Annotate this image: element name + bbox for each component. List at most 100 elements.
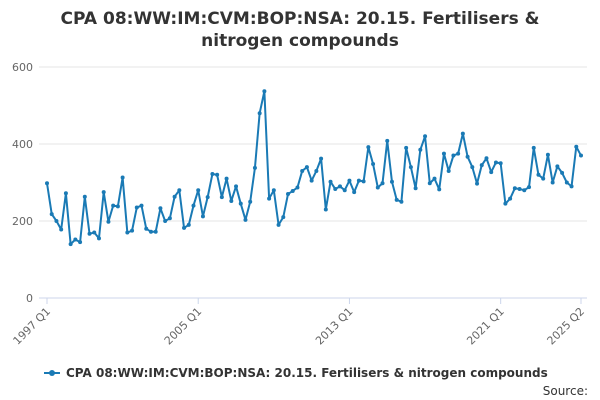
legend-item-label[interactable]: CPA 08:WW:IM:CVM:BOP:NSA: 20.15. Fertili… [66,366,548,380]
data-point[interactable] [423,134,428,139]
data-point[interactable] [153,229,158,234]
data-point[interactable] [224,176,229,181]
data-point[interactable] [167,216,172,221]
data-point[interactable] [541,176,546,181]
data-point[interactable] [385,138,390,143]
data-point[interactable] [59,227,64,232]
data-point[interactable] [309,178,314,183]
data-point[interactable] [281,215,286,220]
data-point[interactable] [125,230,130,235]
data-point[interactable] [82,194,87,199]
data-point[interactable] [215,172,220,177]
data-point[interactable] [531,145,536,150]
data-point[interactable] [569,184,574,189]
data-point[interactable] [527,185,532,190]
data-point[interactable] [248,199,253,204]
data-point[interactable] [210,172,215,177]
data-point[interactable] [163,219,168,223]
data-point[interactable] [328,179,333,184]
data-point[interactable] [290,188,295,193]
data-point[interactable] [493,160,498,165]
data-point[interactable] [517,187,522,192]
data-point[interactable] [182,225,187,230]
data-point[interactable] [106,219,111,224]
data-point[interactable] [200,214,205,219]
data-point[interactable] [148,229,153,234]
data-point[interactable] [394,197,399,202]
data-point[interactable] [262,89,267,94]
data-point[interactable] [498,161,503,166]
data-point[interactable] [418,147,423,152]
data-point[interactable] [120,175,125,180]
data-point[interactable] [115,204,120,209]
data-point[interactable] [356,178,361,183]
data-point[interactable] [361,179,366,184]
data-point[interactable] [276,222,281,227]
data-point[interactable] [347,178,352,183]
data-point[interactable] [63,191,68,196]
data-point[interactable] [366,145,371,150]
data-point[interactable] [380,181,385,186]
data-point[interactable] [408,165,413,170]
data-point[interactable] [484,156,489,161]
data-point[interactable] [319,156,324,161]
data-point[interactable] [54,219,59,223]
data-point[interactable] [238,201,243,206]
data-point[interactable] [470,165,475,170]
data-point[interactable] [304,165,309,170]
data-point[interactable] [134,205,139,210]
data-point[interactable] [267,196,272,201]
data-point[interactable] [73,237,78,242]
data-point[interactable] [460,131,465,136]
data-point[interactable] [87,231,92,236]
data-point[interactable] [186,222,191,227]
data-point[interactable] [333,187,338,192]
data-point[interactable] [404,145,409,150]
legend[interactable]: CPA 08:WW:IM:CVM:BOP:NSA: 20.15. Fertili… [44,366,548,380]
data-point[interactable] [101,190,106,195]
data-point[interactable] [177,188,182,193]
data-point[interactable] [92,230,97,235]
data-point[interactable] [555,164,560,169]
data-point[interactable] [219,195,224,200]
data-point[interactable] [475,181,480,186]
data-point[interactable] [574,144,579,149]
data-point[interactable] [564,180,569,185]
data-point[interactable] [465,154,470,159]
data-point[interactable] [139,203,144,208]
data-point[interactable] [545,152,550,157]
data-point[interactable] [375,185,380,190]
data-point[interactable] [432,176,437,181]
data-point[interactable] [337,184,342,189]
data-point[interactable] [389,179,394,184]
data-point[interactable] [314,168,319,173]
data-point[interactable] [172,194,177,199]
data-point[interactable] [271,188,276,193]
data-point[interactable] [68,242,73,247]
data-point[interactable] [300,168,305,173]
data-point[interactable] [45,181,49,186]
data-point[interactable] [205,195,210,200]
data-point[interactable] [371,162,376,167]
data-point[interactable] [399,199,404,204]
data-point[interactable] [111,203,116,208]
data-point[interactable] [49,212,54,217]
data-point[interactable] [508,196,513,201]
data-point[interactable] [550,180,555,185]
data-point[interactable] [446,168,451,173]
data-point[interactable] [451,153,456,158]
data-point[interactable] [456,151,461,156]
data-point[interactable] [441,151,446,156]
data-point[interactable] [489,170,494,175]
data-point[interactable] [286,192,291,197]
data-point[interactable] [512,186,517,191]
data-point[interactable] [196,188,201,193]
data-point[interactable] [158,206,163,211]
data-point[interactable] [352,190,357,195]
source-credit[interactable]: Source: [543,384,588,398]
data-point[interactable] [234,184,239,189]
data-point[interactable] [130,228,135,233]
data-point[interactable] [522,188,527,193]
data-point[interactable] [479,163,484,168]
data-point[interactable] [560,170,565,175]
